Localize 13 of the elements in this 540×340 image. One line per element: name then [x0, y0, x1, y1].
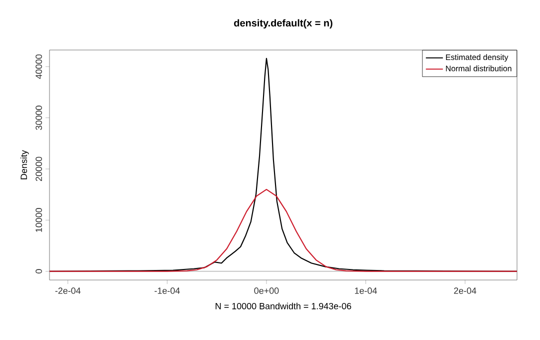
x-axis-title: N = 10000 Bandwidth = 1.943e-06 [216, 302, 352, 310]
y-tick-label: 40000 [36, 54, 42, 79]
x-tick-label: -2e-04 [55, 288, 81, 294]
x-tick-label: 2e-04 [454, 288, 476, 294]
x-tick-label: 0e+00 [254, 288, 279, 294]
y-axis-title: Density [20, 150, 29, 180]
y-tick-label: 10000 [36, 208, 42, 232]
y-tick-label: 20000 [36, 156, 42, 181]
y-tick-label: 0 [36, 269, 42, 274]
x-tick-label: 1e-04 [354, 288, 377, 294]
chart-title: density.default(x = n) [234, 19, 332, 28]
y-tick-label: 30000 [36, 106, 42, 130]
x-tick-label: -1e-04 [154, 288, 180, 294]
